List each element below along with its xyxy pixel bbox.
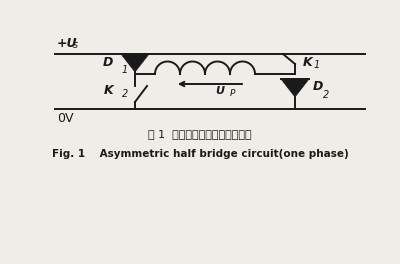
Polygon shape [121, 54, 149, 72]
Text: Fig. 1    Asymmetric half bridge circuit(one phase): Fig. 1 Asymmetric half bridge circuit(on… [52, 149, 348, 159]
Polygon shape [281, 79, 309, 97]
Text: D: D [103, 56, 113, 69]
Text: D: D [313, 79, 323, 92]
Text: U: U [216, 86, 224, 96]
Text: K: K [303, 56, 313, 69]
Text: 1: 1 [122, 65, 128, 75]
Text: 图 1  不对称半桥主电路（一相）: 图 1 不对称半桥主电路（一相） [148, 129, 252, 139]
Text: s: s [73, 40, 78, 50]
Text: 2: 2 [122, 89, 128, 99]
Text: 2: 2 [323, 90, 329, 100]
Text: +U: +U [57, 37, 78, 50]
Text: K: K [103, 84, 113, 97]
Text: P: P [230, 89, 235, 98]
Text: 0V: 0V [57, 112, 74, 125]
Text: 1: 1 [314, 60, 320, 70]
